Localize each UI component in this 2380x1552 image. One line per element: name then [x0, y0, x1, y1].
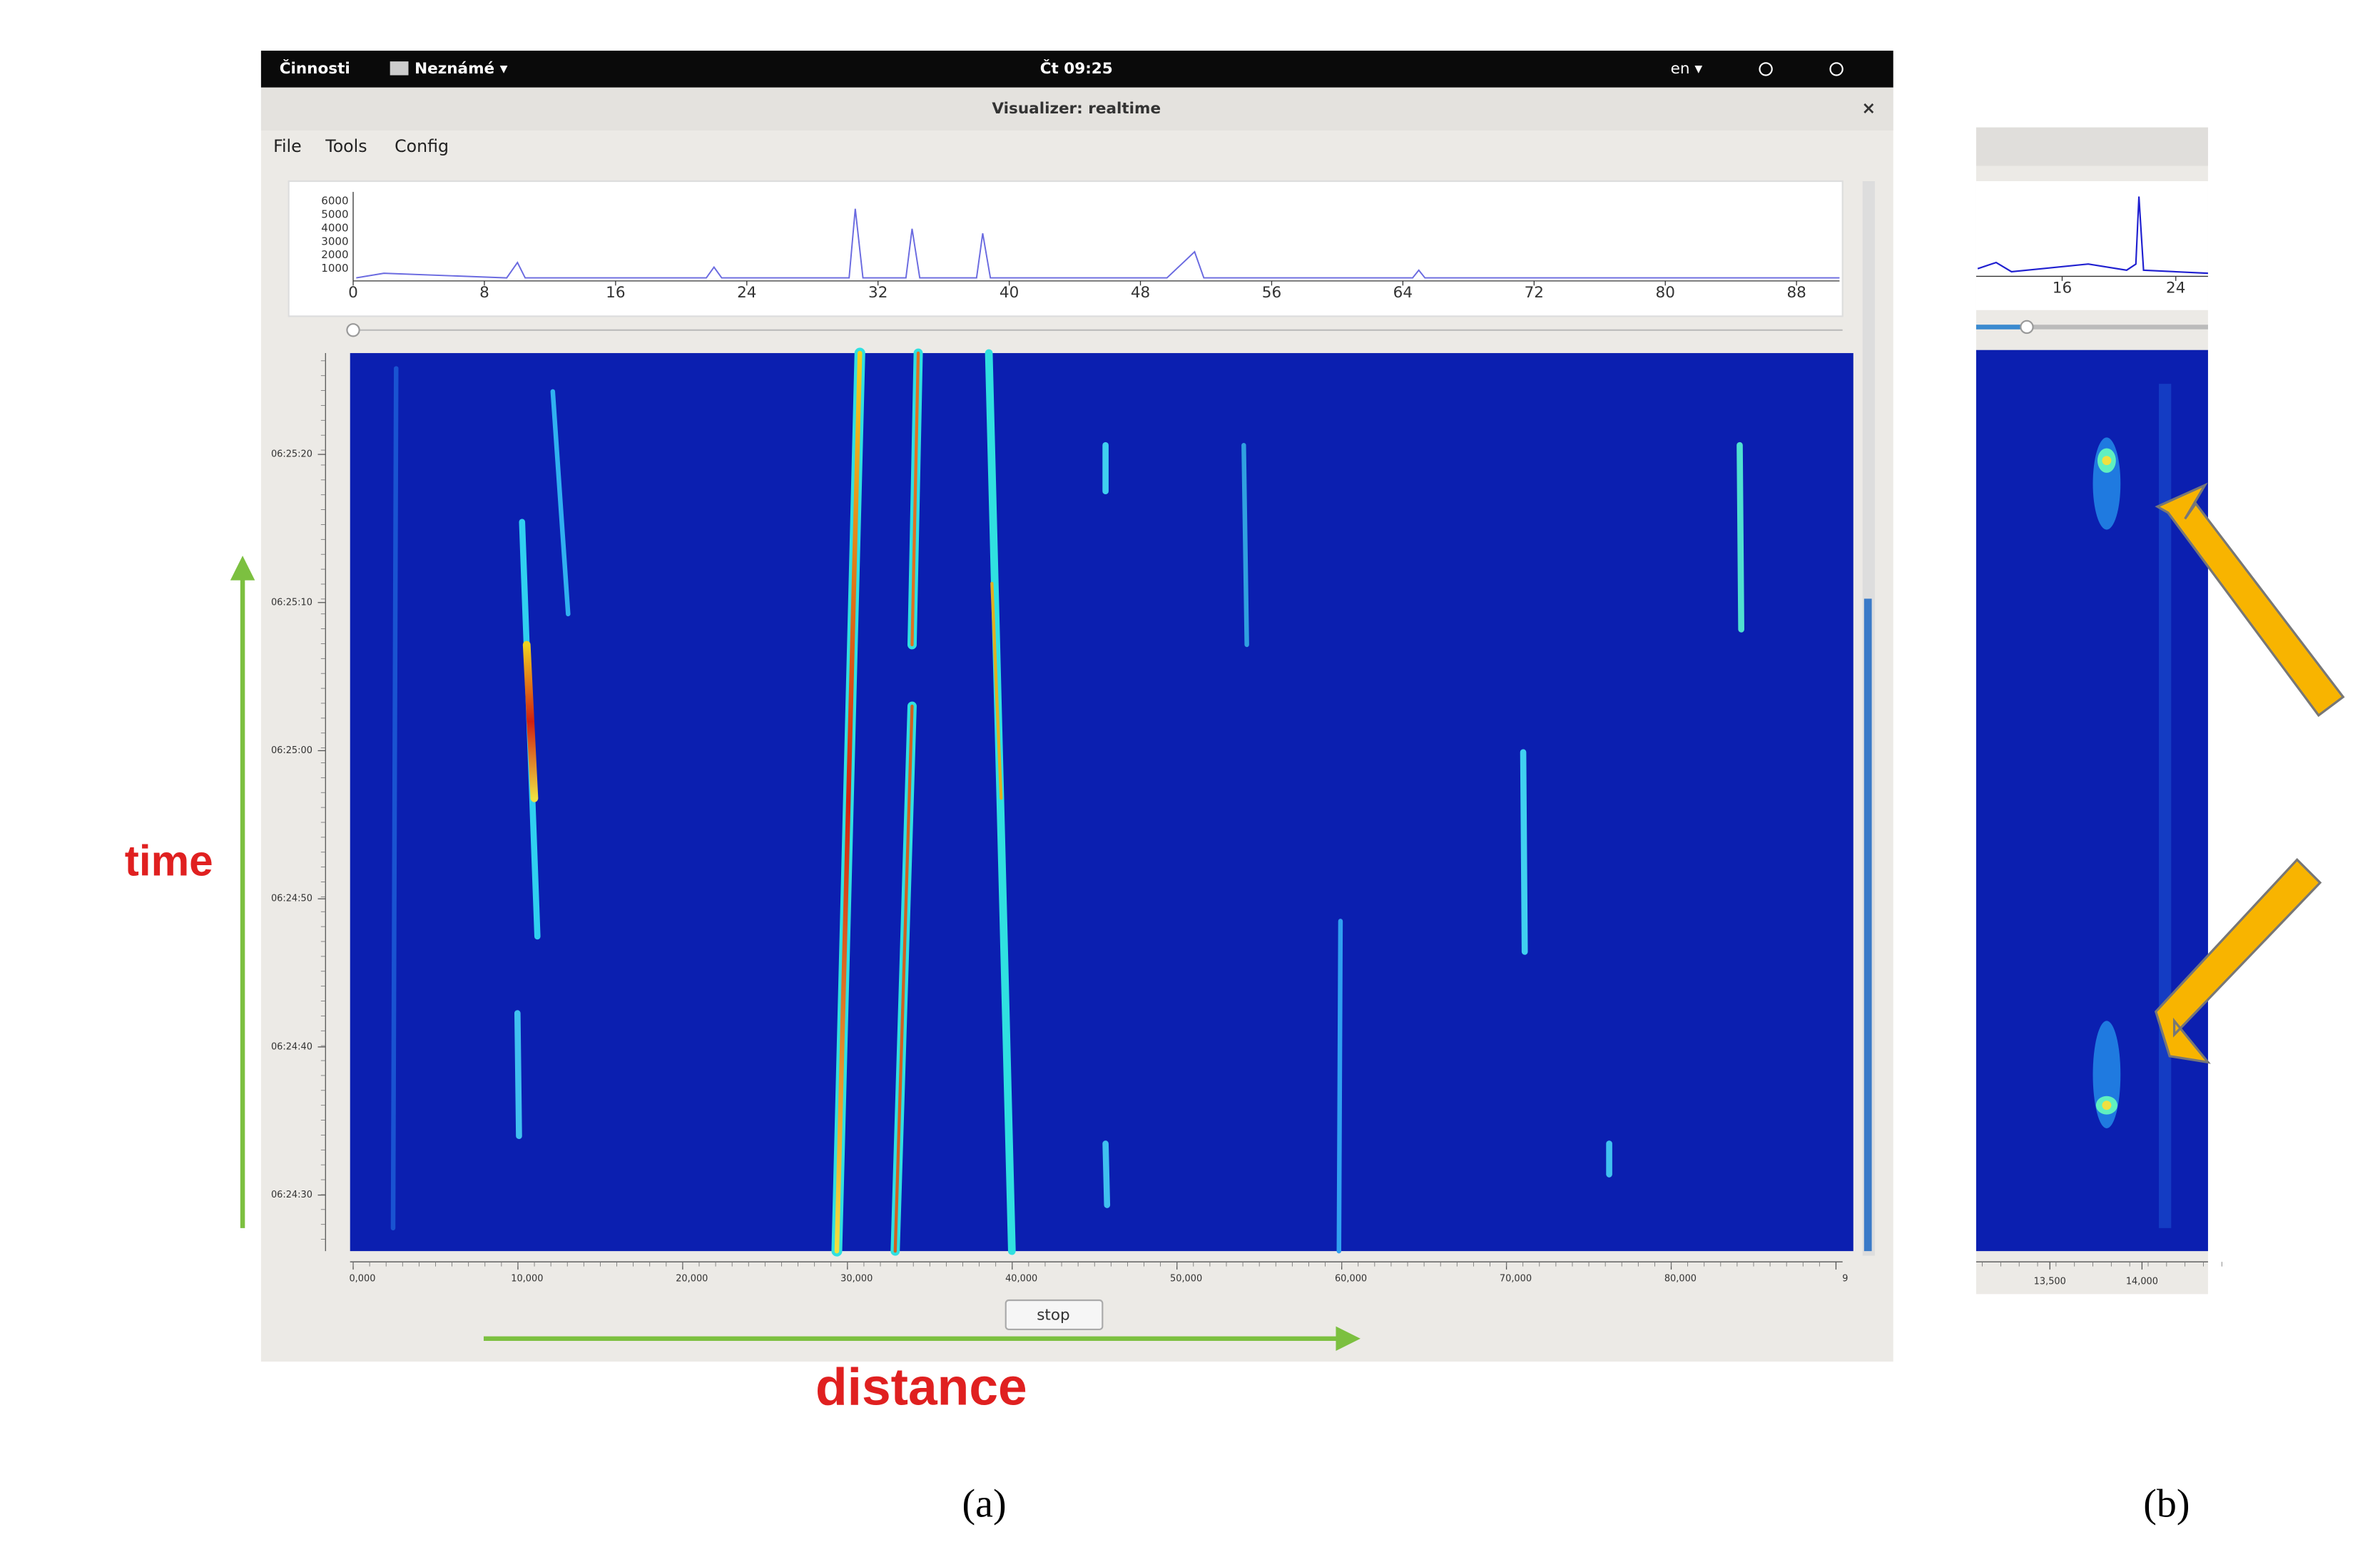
time-annotation: time	[125, 837, 213, 885]
time-label: 06:24:50	[271, 894, 312, 904]
stop-button-label[interactable]: stop	[1037, 1307, 1069, 1324]
distance-arrow-head	[1336, 1326, 1361, 1352]
clock[interactable]: Čt 09:25	[1040, 59, 1113, 78]
waterfall-traces	[390, 347, 1744, 1257]
app-icon	[390, 61, 409, 76]
spectrum-y-tick-label: 6000	[321, 194, 348, 207]
spectrum-panel	[288, 180, 1844, 317]
spectrum-x-tick-label: 56	[1262, 284, 1281, 302]
window-title: Visualizer: realtime	[992, 100, 1161, 118]
spectrum-y-tick-label: 1000	[321, 262, 348, 275]
distance-label: 10,000	[511, 1273, 543, 1284]
close-button[interactable]: ×	[1861, 98, 1876, 118]
distance-label: 20,000	[676, 1273, 708, 1284]
distance-label: 80,000	[1664, 1273, 1697, 1284]
waterfall	[350, 353, 1853, 1252]
spectrum-x-tick-label: 64	[1393, 284, 1413, 302]
menu-bar: File Tools Config	[273, 136, 449, 156]
panel-b-spectrum	[1975, 181, 2208, 310]
spectrum-x-tick-label: 48	[1131, 284, 1150, 302]
time-label: 06:25:00	[271, 745, 312, 756]
time-label: 06:25:10	[271, 597, 312, 608]
spectrum-trace	[356, 208, 1840, 279]
distance-label: 50,000	[1170, 1273, 1202, 1284]
panel-b-slider-handle[interactable]	[2020, 320, 2034, 335]
distance-label: 40,000	[1005, 1273, 1037, 1284]
scrollbar-thumb[interactable]	[1863, 598, 1872, 1252]
language[interactable]: en ▾	[1671, 60, 1703, 78]
spectrum-x-tick-label: 80	[1656, 284, 1675, 302]
time-label: 06:24:30	[271, 1190, 312, 1200]
menu-item[interactable]: Tools	[325, 136, 367, 156]
distance-label: 0,000	[349, 1273, 375, 1284]
menu-item[interactable]: File	[273, 136, 302, 156]
distance-label: 60,000	[1335, 1273, 1367, 1284]
spectrum-x-tick-label: 8	[479, 284, 489, 302]
power-icon[interactable]	[1829, 62, 1844, 76]
menu-item[interactable]: Config	[395, 136, 449, 156]
title-bar	[260, 87, 1893, 131]
slider-handle[interactable]	[346, 323, 360, 337]
stop-button[interactable]	[1005, 1299, 1104, 1330]
panel-b-distance-label: 13,500	[2034, 1277, 2066, 1287]
spectrum-x-tick-label: 40	[1000, 284, 1019, 302]
network-icon[interactable]	[1759, 62, 1773, 76]
panel-b-traces	[2092, 384, 2172, 1228]
time-arrow-head	[230, 556, 255, 581]
arrow-lower	[2154, 857, 2322, 1064]
panel-b-trace	[1977, 196, 2208, 275]
panel-b-x-tick-label: 16	[2053, 280, 2072, 297]
panel-b-toolbar	[1975, 127, 2208, 166]
spectrum-x-tick-label: 0	[348, 284, 358, 302]
spectrum-y-tick-label: 3000	[321, 235, 348, 247]
panel-b-distance-label: 14,000	[2126, 1277, 2158, 1287]
distance-label: 9	[1842, 1273, 1848, 1284]
arrow-upper	[2155, 482, 2345, 718]
spectrum-y-tick-label: 4000	[321, 221, 348, 234]
time-label: 06:25:20	[271, 449, 312, 460]
spectrum-y-tick-label: 2000	[321, 248, 348, 261]
distance-label: 70,000	[1500, 1273, 1532, 1284]
caption-a: (a)	[962, 1481, 1007, 1526]
app-menu[interactable]: Neznámé ▾	[415, 60, 507, 78]
spectrum-x-tick-label: 24	[737, 284, 756, 302]
time-label: 06:24:40	[271, 1041, 312, 1052]
activities[interactable]: Činnosti	[280, 59, 350, 78]
distance-annotation: distance	[815, 1357, 1027, 1416]
caption-b: (b)	[2143, 1481, 2190, 1526]
spectrum-x-tick-label: 32	[868, 284, 888, 302]
spectrum-x-tick-label: 16	[606, 284, 625, 302]
top-bar	[260, 51, 1893, 88]
distance-label: 30,000	[840, 1273, 873, 1284]
spectrum-x-tick-label: 72	[1525, 284, 1544, 302]
panel-b-waterfall	[1975, 349, 2208, 1252]
spectrum-y-tick-label: 5000	[321, 208, 348, 220]
spectrum-x-tick-label: 88	[1786, 284, 1806, 302]
panel-b-x-tick-label: 24	[2166, 280, 2185, 297]
